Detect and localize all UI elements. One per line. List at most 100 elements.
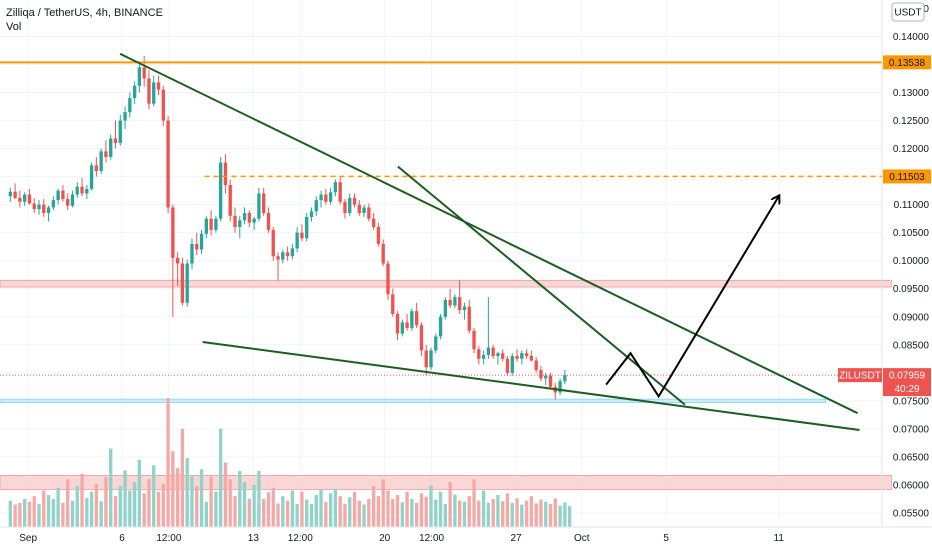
volume-bar xyxy=(214,491,218,527)
volume-bar xyxy=(472,479,476,527)
volume-indicator-label[interactable]: Vol xyxy=(6,21,22,33)
volume-bar xyxy=(548,504,553,527)
volume-bar xyxy=(18,502,22,527)
volume-bar xyxy=(113,496,118,527)
candle-body xyxy=(324,194,328,202)
volume-bar xyxy=(434,499,438,527)
volume-bar xyxy=(343,504,347,527)
volume-bar xyxy=(37,504,41,527)
volume-bar xyxy=(266,492,271,527)
volume-bar xyxy=(27,501,32,527)
volume-bar xyxy=(104,477,108,527)
volume-bar xyxy=(328,493,333,527)
candle-body xyxy=(147,78,151,104)
candle-body xyxy=(51,200,56,208)
volume-bar xyxy=(410,498,414,527)
volume-bar xyxy=(400,502,404,527)
volume-bar xyxy=(128,490,132,527)
volume-bar xyxy=(223,462,228,527)
y-tick-label: 0.06500 xyxy=(893,452,930,463)
candle-body xyxy=(343,201,347,214)
volume-bar xyxy=(199,469,204,527)
volume-bar xyxy=(505,493,510,527)
volume-bar xyxy=(558,505,562,527)
volume-bar xyxy=(89,491,94,527)
candle-body xyxy=(381,243,385,264)
candle-body xyxy=(276,256,280,260)
candle-body xyxy=(453,297,457,306)
price-axis: 0.140000.135000.130000.125000.120000.115… xyxy=(881,0,930,527)
candle-body xyxy=(142,67,146,79)
volume-bar xyxy=(333,488,338,527)
x-tick-label: 5 xyxy=(663,533,669,544)
volume-bar xyxy=(544,501,548,527)
volume-bar xyxy=(529,496,534,527)
volume-bar xyxy=(448,482,452,527)
y-tick-label: 0.13000 xyxy=(893,88,930,99)
candle-body xyxy=(448,299,452,306)
volume-bar xyxy=(118,486,122,527)
volume-bar xyxy=(300,491,304,527)
volume-bar xyxy=(218,428,223,527)
volume-bar xyxy=(429,485,433,527)
volume-bar xyxy=(362,504,366,527)
price-tag-label: 0.13538 xyxy=(889,58,926,69)
candle-body xyxy=(458,297,462,311)
volume-bar xyxy=(395,495,400,527)
candle-body xyxy=(223,162,228,186)
volume-bar xyxy=(481,490,486,527)
chart-header: Zilliqa / TetherUS, 4h, BINANCE Vol xyxy=(6,6,163,34)
horizontal-levels xyxy=(0,61,882,376)
candle-body xyxy=(534,360,538,371)
red-zone xyxy=(0,475,892,490)
volume-bar xyxy=(371,486,376,527)
candle-body xyxy=(185,263,189,303)
candle-body xyxy=(309,211,314,217)
grid-lines xyxy=(0,0,882,527)
candle-body xyxy=(429,350,433,368)
candle-body xyxy=(352,197,357,205)
volume-bar xyxy=(501,501,505,527)
x-tick-label: 11 xyxy=(774,533,785,544)
candle-body xyxy=(491,347,495,357)
candle-body xyxy=(462,306,467,311)
y-tick-label: 0.10000 xyxy=(893,256,930,267)
volume-bar xyxy=(352,491,357,527)
symbol-title[interactable]: Zilliqa / TetherUS, 4h, BINANCE xyxy=(6,7,163,19)
candle-body xyxy=(285,252,290,257)
volume-bar xyxy=(228,479,232,527)
candle-body xyxy=(529,356,534,361)
blue-zone xyxy=(0,398,827,403)
candle-body xyxy=(37,204,41,210)
price-tag-label: 0.11503 xyxy=(889,172,925,183)
candle-body xyxy=(376,227,381,244)
candle-body xyxy=(314,200,318,212)
y-tick-label: 0.14000 xyxy=(893,32,930,43)
currency-badge-label: USDT xyxy=(894,8,921,19)
candle-body xyxy=(305,216,309,239)
volume-bar xyxy=(539,499,543,527)
volume-bar xyxy=(391,498,395,527)
time-axis: Sep 6 12:00 13 12:00 20 12:00 27 Oct 5 11 xyxy=(0,526,932,544)
candle-body xyxy=(505,358,510,373)
volume-bar xyxy=(386,490,390,527)
candle-body xyxy=(438,316,443,337)
candle-body xyxy=(371,218,376,228)
volume-bar xyxy=(314,495,318,527)
candle-body xyxy=(89,165,94,189)
volume-bar xyxy=(567,506,572,527)
volume-bar xyxy=(190,476,194,527)
volume-bar xyxy=(414,502,419,527)
volume-bar xyxy=(324,501,328,527)
volume-bar xyxy=(66,479,70,527)
volume-bar xyxy=(156,491,161,527)
volume-bar xyxy=(357,500,361,527)
volume-bar xyxy=(46,495,51,527)
volume-bar xyxy=(376,496,381,527)
volume-bar xyxy=(367,498,371,527)
volume-bar xyxy=(458,500,462,527)
candle-body xyxy=(42,204,46,214)
volume-bar xyxy=(405,491,409,527)
candle-body xyxy=(300,232,304,239)
